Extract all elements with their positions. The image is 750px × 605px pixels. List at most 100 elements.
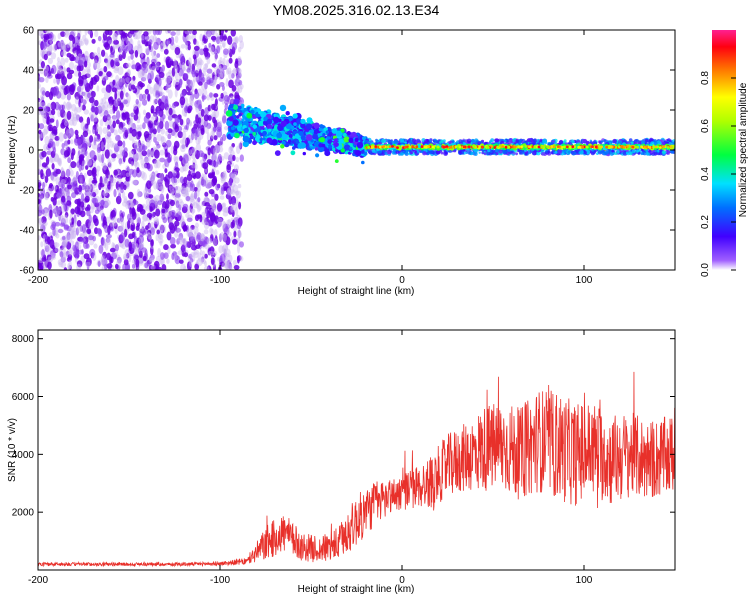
spectrogram-point <box>443 151 448 156</box>
spectrogram-point <box>159 240 163 246</box>
spectrogram-point <box>57 41 63 48</box>
spectrogram-point <box>99 119 104 127</box>
spectrogram-point <box>503 139 507 143</box>
spectrogram-point <box>49 239 55 249</box>
spectrogram-point <box>223 186 227 191</box>
spectrogram-point <box>91 179 98 185</box>
spectrogram-point <box>81 142 86 150</box>
spectrogram-point <box>273 116 280 124</box>
spectrogram-point <box>80 121 85 130</box>
spectrogram-point <box>47 261 52 270</box>
spectrogram-point <box>220 253 226 263</box>
spectrogram-point <box>129 117 133 126</box>
spectrogram-point <box>55 119 59 128</box>
spectrogram-point <box>132 200 139 206</box>
spectrogram-point <box>151 173 155 183</box>
spectrogram-point <box>56 209 63 216</box>
spectrogram-point <box>166 82 172 89</box>
spectrogram-point <box>250 109 255 115</box>
spectrogram-point <box>157 238 164 244</box>
spectrogram-point <box>440 151 444 155</box>
spectrogram-point <box>185 84 192 92</box>
spectrogram-point <box>207 115 212 121</box>
spectrogram-point <box>328 144 333 149</box>
spectrogram-point <box>135 62 141 72</box>
spectrogram-point <box>149 173 155 181</box>
spectrogram-point <box>198 59 204 66</box>
spectrogram-point <box>104 192 110 199</box>
spectrogram-point <box>78 98 82 108</box>
spectrogram-point <box>87 235 94 241</box>
spectrogram-point <box>169 75 174 82</box>
spectrogram-point <box>213 109 220 118</box>
spectrogram-point <box>148 129 152 136</box>
spectrogram-point <box>99 176 103 185</box>
spectrogram-point <box>86 161 91 168</box>
spectrogram-point <box>70 56 76 61</box>
spectrogram-point <box>508 139 512 144</box>
spectrogram-point <box>219 39 223 45</box>
spectrogram-point <box>104 180 109 186</box>
spectrogram-point <box>184 40 188 51</box>
spectrogram-point <box>41 248 45 259</box>
spectrogram-point <box>174 115 180 125</box>
spectrogram-point <box>68 34 74 41</box>
spectrogram-point <box>181 243 186 252</box>
spectrogram-point <box>176 64 180 74</box>
spectrogram-point <box>55 206 61 216</box>
spectrogram-point <box>193 249 200 255</box>
spectrogram-point <box>233 265 240 270</box>
spectrogram-point <box>267 128 272 132</box>
spectrogram-point <box>43 105 49 113</box>
spectrogram-point <box>140 63 147 71</box>
spectrogram-point <box>226 164 231 171</box>
spectrogram-point <box>105 136 112 144</box>
spectrogram-point <box>387 151 391 155</box>
spectrogram-point <box>55 73 59 79</box>
spectrogram-point <box>199 33 203 42</box>
spectrogram-point <box>95 188 99 195</box>
spectrogram-point <box>69 119 75 126</box>
spectrogram-point <box>74 241 79 250</box>
spectrogram-point <box>189 236 196 243</box>
spectrogram-point <box>194 104 199 110</box>
spectrogram-point <box>178 259 184 264</box>
spectrogram-point <box>64 85 70 95</box>
spectrogram-point <box>212 202 217 212</box>
spectrogram-point <box>119 90 124 100</box>
spectrogram-point <box>313 122 320 129</box>
spectrogram-point <box>137 44 142 49</box>
spectrogram-point <box>107 124 111 130</box>
spectrogram-point <box>128 150 135 159</box>
spectrogram-point <box>166 232 172 240</box>
spectrogram-point <box>180 263 186 270</box>
spectrogram-point <box>41 162 48 168</box>
spectrogram-point <box>118 47 122 56</box>
spectrogram-point <box>54 135 60 141</box>
spectrogram-point <box>207 247 211 256</box>
spectrogram-point <box>271 139 278 146</box>
spectrogram-point <box>225 248 231 258</box>
spectrogram-point <box>144 191 148 200</box>
spectrogram-point <box>63 66 66 75</box>
spectrogram-point <box>95 123 100 133</box>
spectrogram-point <box>342 132 347 138</box>
spectrogram-point <box>110 209 116 219</box>
spectrogram-point <box>164 148 168 158</box>
spectrogram-point <box>168 185 172 191</box>
spectrogram-point <box>219 195 225 200</box>
spectrogram-point <box>223 48 229 55</box>
spectrogram-point <box>147 154 151 162</box>
spectrogram-point <box>98 153 102 162</box>
spectrogram-point <box>171 186 176 196</box>
spectrogram-point <box>203 47 209 53</box>
spectrogram-point <box>82 99 87 105</box>
spectrogram-point <box>481 151 485 155</box>
spectrogram-point <box>106 237 112 246</box>
spectrogram-point <box>127 219 131 230</box>
spectrogram-point <box>161 208 166 214</box>
spectrogram-point <box>141 99 148 106</box>
spectrogram-point <box>210 135 214 142</box>
spectrogram-point <box>69 169 74 177</box>
spectrogram-point <box>77 150 81 157</box>
